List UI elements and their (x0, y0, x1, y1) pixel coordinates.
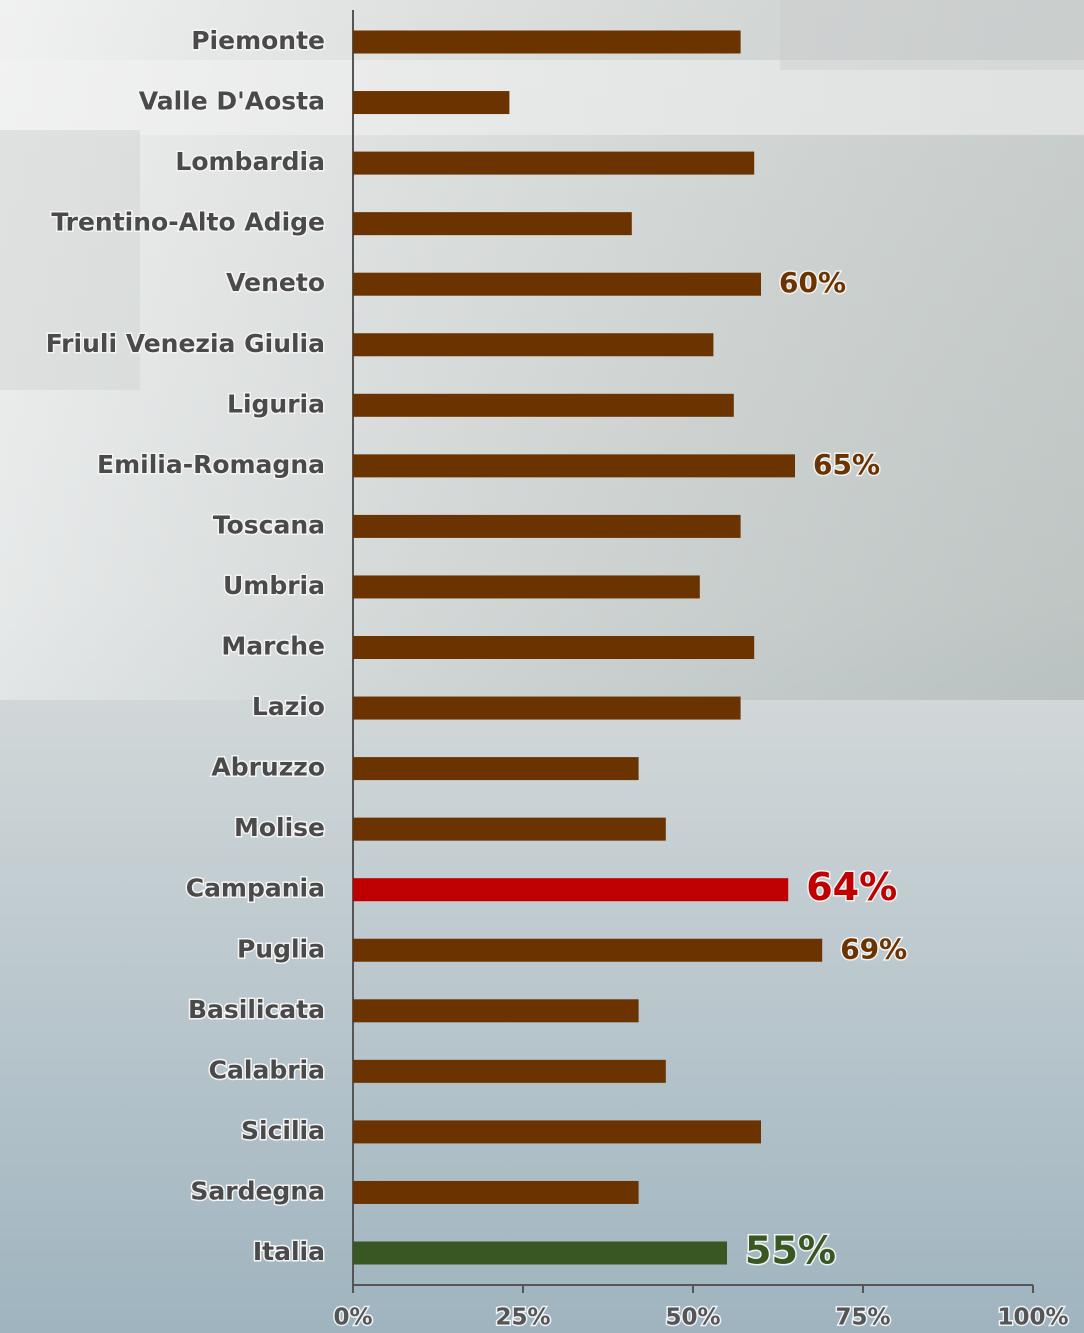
bar (353, 212, 632, 236)
bar (353, 514, 741, 538)
y-tick-label: Sicilia (241, 1116, 325, 1145)
y-tick-label: Valle D'Aosta (139, 87, 325, 116)
x-tick-label: 100% (997, 1305, 1068, 1331)
bar (353, 817, 666, 841)
bar (353, 938, 823, 962)
x-tick-label: 75% (835, 1305, 890, 1331)
y-tick-label: Umbria (223, 571, 325, 600)
bar (353, 454, 795, 478)
x-tick-label: 50% (665, 1305, 720, 1331)
value-label: 55% (745, 1229, 836, 1273)
y-tick-label: Liguria (227, 389, 325, 418)
y-tick-label: Italia (253, 1237, 325, 1266)
bar (353, 272, 761, 296)
bar (353, 696, 741, 720)
value-label: 65% (813, 448, 880, 481)
x-tick-label: 0% (333, 1305, 372, 1331)
building (0, 60, 1084, 135)
y-tick-label: Puglia (237, 934, 325, 963)
y-tick-label: Lombardia (175, 147, 325, 176)
value-label: 60% (779, 266, 846, 299)
building (0, 130, 140, 390)
bar (353, 636, 755, 659)
y-tick-label: Friuli Venezia Giulia (46, 329, 325, 358)
y-tick-label: Marche (221, 632, 325, 661)
x-tick-label: 25% (495, 1305, 550, 1331)
y-tick-label: Basilicata (188, 995, 325, 1024)
bar (353, 30, 741, 54)
bar (353, 575, 700, 599)
y-tick-label: Molise (234, 813, 325, 842)
bar (353, 393, 734, 417)
bar (353, 333, 714, 357)
bar (353, 1241, 727, 1265)
y-tick-label: Abruzzo (211, 753, 325, 782)
y-tick-label: Emilia-Romagna (97, 450, 325, 479)
y-tick-label: Toscana (213, 510, 325, 539)
bar (353, 999, 639, 1023)
y-tick-label: Trentino-Alto Adige (51, 208, 325, 237)
bar (353, 91, 510, 115)
building (780, 0, 1084, 70)
value-label: 69% (840, 932, 907, 965)
y-tick-label: Calabria (209, 1055, 325, 1084)
bar (353, 1120, 761, 1144)
value-label: 64% (806, 865, 897, 909)
y-tick-label: Sardegna (190, 1176, 325, 1205)
y-tick-label: Piemonte (191, 26, 325, 55)
bar (353, 1059, 666, 1083)
bar (353, 151, 755, 175)
bar (353, 757, 639, 781)
bar (353, 878, 789, 902)
y-tick-label: Lazio (252, 692, 325, 721)
y-tick-label: Campania (186, 874, 325, 903)
bar (353, 1180, 639, 1204)
y-tick-label: Veneto (226, 268, 325, 297)
plot: 0% 25% 50% 75% 100% Piemonte Valle D'Aosta Lomb… (44, 10, 1070, 1332)
